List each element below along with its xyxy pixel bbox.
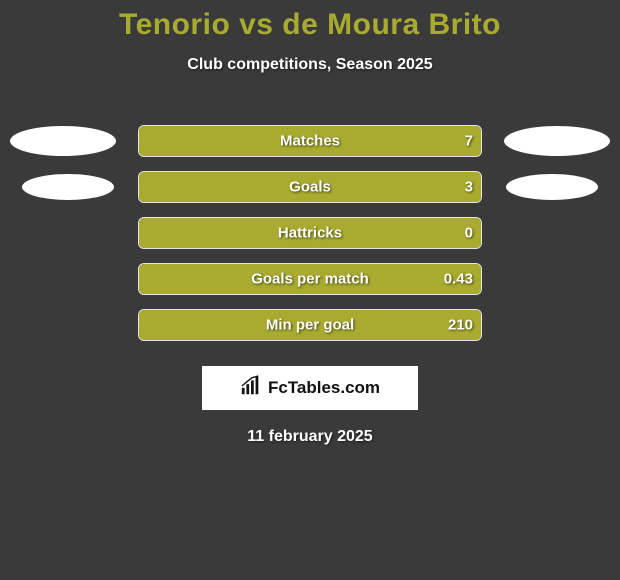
bar-value: 0 [465, 225, 473, 242]
bar-value: 210 [448, 317, 473, 334]
logo-text: FcTables.com [268, 378, 380, 398]
bar-value: 0.43 [444, 271, 473, 288]
bar-value: 3 [465, 179, 473, 196]
marker-ellipse-right [504, 126, 610, 156]
logo-chart-icon [240, 375, 262, 402]
bar-track: Hattricks 0 [138, 217, 482, 249]
bar-label: Hattricks [278, 225, 342, 242]
marker-ellipse-right [506, 174, 598, 200]
stat-row: Min per goal 210 [70, 302, 550, 348]
subtitle: Club competitions, Season 2025 [0, 56, 620, 74]
bar-label: Goals per match [251, 271, 369, 288]
bar-track: Goals per match 0.43 [138, 263, 482, 295]
stat-row: Goals 3 [70, 164, 550, 210]
bar-label: Min per goal [266, 317, 354, 334]
stat-row: Goals per match 0.43 [70, 256, 550, 302]
bar-label: Matches [280, 133, 340, 150]
date-line: 11 february 2025 [0, 428, 620, 446]
logo-box[interactable]: FcTables.com [202, 366, 418, 410]
stats-chart: Matches 7 Goals 3 Hattricks 0 Goals per match 0… [70, 118, 550, 348]
bar-value: 7 [465, 133, 473, 150]
marker-ellipse-left [22, 174, 114, 200]
stat-row: Matches 7 [70, 118, 550, 164]
bar-label: Goals [289, 179, 331, 196]
stat-row: Hattricks 0 [70, 210, 550, 256]
bar-track: Matches 7 [138, 125, 482, 157]
bar-track: Min per goal 210 [138, 309, 482, 341]
bar-track: Goals 3 [138, 171, 482, 203]
marker-ellipse-left [10, 126, 116, 156]
page-title: Tenorio vs de Moura Brito [0, 0, 620, 42]
